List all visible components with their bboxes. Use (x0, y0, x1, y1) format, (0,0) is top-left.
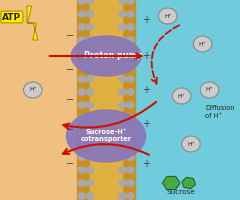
Circle shape (86, 63, 94, 69)
Circle shape (78, 89, 85, 95)
Circle shape (200, 82, 219, 98)
Circle shape (158, 8, 177, 24)
Circle shape (86, 193, 94, 199)
Circle shape (119, 89, 126, 95)
Circle shape (86, 24, 94, 30)
Text: −: − (66, 31, 74, 41)
Circle shape (78, 0, 85, 4)
Circle shape (119, 128, 126, 134)
Text: −: − (66, 125, 74, 135)
Circle shape (127, 141, 134, 147)
Text: H⁺: H⁺ (187, 142, 195, 146)
Circle shape (78, 11, 85, 17)
Circle shape (78, 76, 85, 82)
Text: Sucrose-H⁺
cotransporter: Sucrose-H⁺ cotransporter (80, 130, 132, 142)
Circle shape (119, 11, 126, 17)
Bar (0, 0, 89, 200)
Circle shape (78, 24, 85, 30)
Circle shape (24, 82, 42, 98)
Circle shape (127, 154, 134, 160)
Circle shape (86, 141, 94, 147)
Circle shape (86, 89, 94, 95)
Text: Diffusion
of H⁺: Diffusion of H⁺ (205, 106, 234, 118)
Circle shape (182, 136, 200, 152)
Circle shape (78, 102, 85, 108)
Circle shape (127, 24, 134, 30)
Text: H⁺: H⁺ (199, 42, 206, 46)
Circle shape (127, 0, 134, 4)
Circle shape (78, 154, 85, 160)
Ellipse shape (71, 36, 141, 76)
Circle shape (78, 193, 85, 199)
Circle shape (86, 154, 94, 160)
Circle shape (78, 180, 85, 186)
Text: −: − (66, 65, 74, 75)
Text: −: − (66, 95, 74, 105)
Circle shape (127, 115, 134, 121)
Text: H⁺: H⁺ (206, 87, 213, 92)
Circle shape (127, 128, 134, 134)
Text: H⁺: H⁺ (29, 87, 37, 92)
Circle shape (86, 0, 94, 4)
Text: H⁺: H⁺ (164, 14, 172, 19)
Circle shape (78, 141, 85, 147)
Bar (77, 0, 135, 200)
Circle shape (78, 115, 85, 121)
Circle shape (119, 76, 126, 82)
Circle shape (127, 102, 134, 108)
Circle shape (127, 63, 134, 69)
Text: H⁺: H⁺ (178, 94, 186, 98)
Circle shape (119, 115, 126, 121)
Circle shape (78, 37, 85, 43)
Circle shape (86, 37, 94, 43)
Circle shape (119, 50, 126, 56)
Circle shape (86, 76, 94, 82)
Text: Proton pump: Proton pump (84, 51, 142, 60)
Text: +: + (142, 85, 150, 95)
Bar (90, 0, 122, 200)
Text: +: + (142, 159, 150, 169)
Circle shape (127, 193, 134, 199)
Circle shape (86, 180, 94, 186)
Circle shape (78, 128, 85, 134)
Circle shape (119, 141, 126, 147)
Circle shape (127, 11, 134, 17)
Circle shape (119, 24, 126, 30)
Circle shape (86, 167, 94, 173)
Circle shape (78, 167, 85, 173)
Circle shape (119, 63, 126, 69)
Circle shape (119, 154, 126, 160)
Text: +: + (142, 15, 150, 25)
Text: ATP: ATP (2, 12, 21, 21)
Circle shape (119, 102, 126, 108)
Circle shape (119, 37, 126, 43)
Circle shape (86, 128, 94, 134)
Circle shape (127, 180, 134, 186)
Circle shape (127, 76, 134, 82)
Circle shape (86, 11, 94, 17)
Circle shape (127, 50, 134, 56)
Text: Sucrose: Sucrose (166, 189, 195, 195)
Circle shape (193, 36, 212, 52)
Circle shape (127, 89, 134, 95)
Circle shape (119, 193, 126, 199)
Circle shape (127, 37, 134, 43)
Polygon shape (27, 6, 38, 40)
Circle shape (78, 50, 85, 56)
Text: +: + (142, 119, 150, 129)
Circle shape (119, 167, 126, 173)
Circle shape (127, 167, 134, 173)
Ellipse shape (66, 110, 146, 162)
Circle shape (78, 63, 85, 69)
Text: −: − (66, 159, 74, 169)
Circle shape (86, 50, 94, 56)
Circle shape (119, 0, 126, 4)
Circle shape (86, 102, 94, 108)
Circle shape (86, 115, 94, 121)
Circle shape (172, 88, 191, 104)
Text: +: + (142, 51, 150, 61)
Circle shape (119, 180, 126, 186)
